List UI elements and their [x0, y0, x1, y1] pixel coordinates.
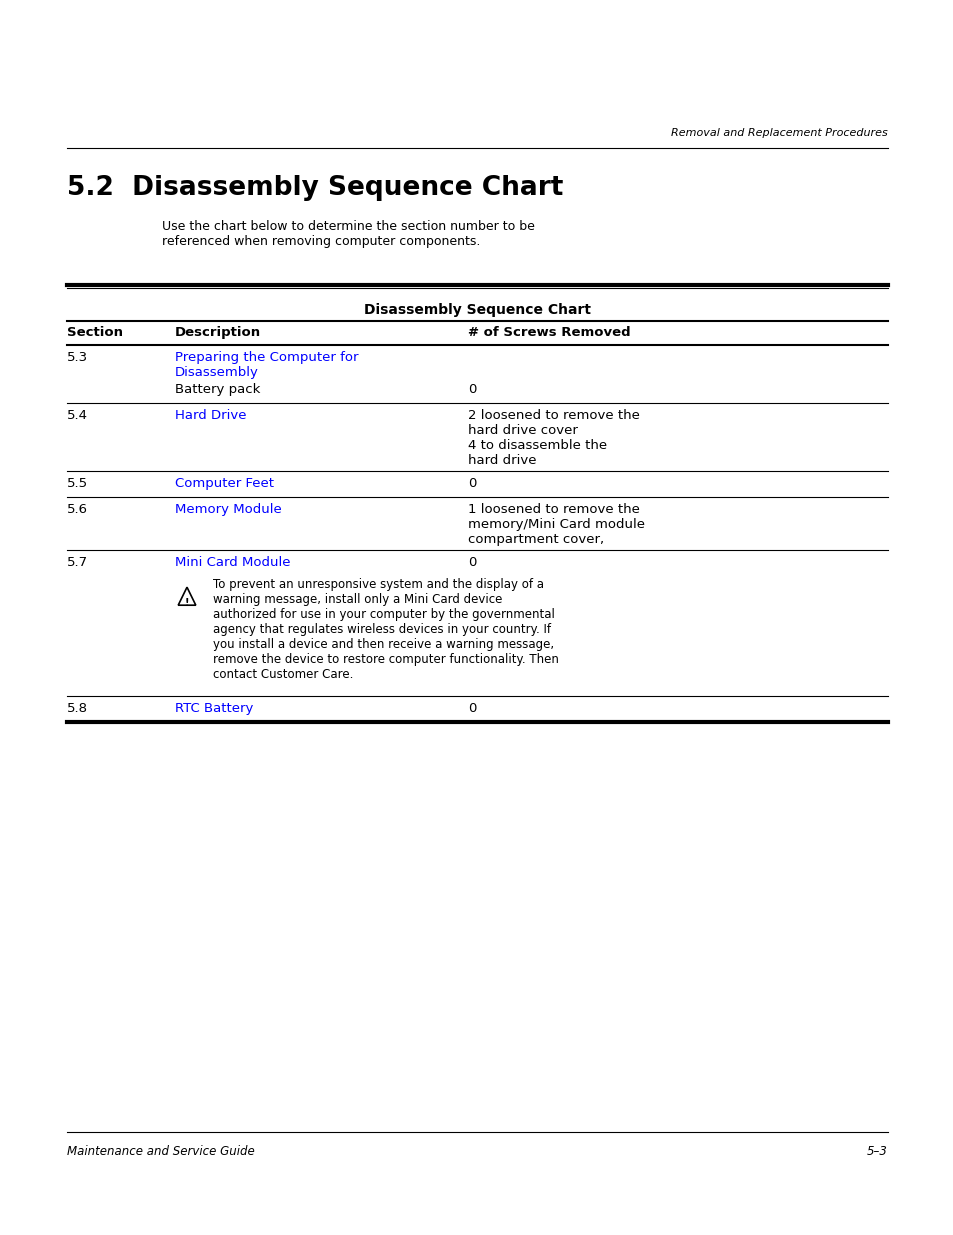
Text: Computer Feet: Computer Feet [174, 477, 274, 490]
Text: To prevent an unresponsive system and the display of a
warning message, install : To prevent an unresponsive system and th… [213, 578, 558, 680]
Text: Hard Drive: Hard Drive [174, 409, 246, 422]
Text: Disassembly Sequence Chart: Disassembly Sequence Chart [364, 303, 590, 317]
Text: 2 loosened to remove the
hard drive cover
4 to disassemble the
hard drive: 2 loosened to remove the hard drive cove… [468, 409, 639, 467]
Text: RTC Battery: RTC Battery [174, 701, 253, 715]
Text: 5.8: 5.8 [67, 701, 88, 715]
Text: 1 loosened to remove the
memory/Mini Card module
compartment cover,: 1 loosened to remove the memory/Mini Car… [468, 503, 644, 546]
Text: 5.5: 5.5 [67, 477, 88, 490]
Text: 5.7: 5.7 [67, 556, 88, 569]
Text: Section: Section [67, 326, 123, 338]
Text: 5.4: 5.4 [67, 409, 88, 422]
Text: 5.3: 5.3 [67, 351, 88, 364]
Text: 5.6: 5.6 [67, 503, 88, 516]
Text: 0: 0 [468, 556, 476, 569]
Text: Removal and Replacement Procedures: Removal and Replacement Procedures [671, 128, 887, 138]
Text: 0: 0 [468, 383, 476, 396]
Text: Use the chart below to determine the section number to be
referenced when removi: Use the chart below to determine the sec… [162, 220, 535, 248]
Text: 5–3: 5–3 [866, 1145, 887, 1158]
Text: Mini Card Module: Mini Card Module [174, 556, 291, 569]
Text: Battery pack: Battery pack [174, 383, 260, 396]
Text: # of Screws Removed: # of Screws Removed [468, 326, 630, 338]
Text: Memory Module: Memory Module [174, 503, 281, 516]
Text: 5.2  Disassembly Sequence Chart: 5.2 Disassembly Sequence Chart [67, 175, 563, 201]
Text: 0: 0 [468, 477, 476, 490]
Text: Description: Description [174, 326, 261, 338]
Text: Maintenance and Service Guide: Maintenance and Service Guide [67, 1145, 254, 1158]
Text: 0: 0 [468, 701, 476, 715]
Text: !: ! [185, 598, 189, 608]
Text: Preparing the Computer for
Disassembly: Preparing the Computer for Disassembly [174, 351, 358, 379]
